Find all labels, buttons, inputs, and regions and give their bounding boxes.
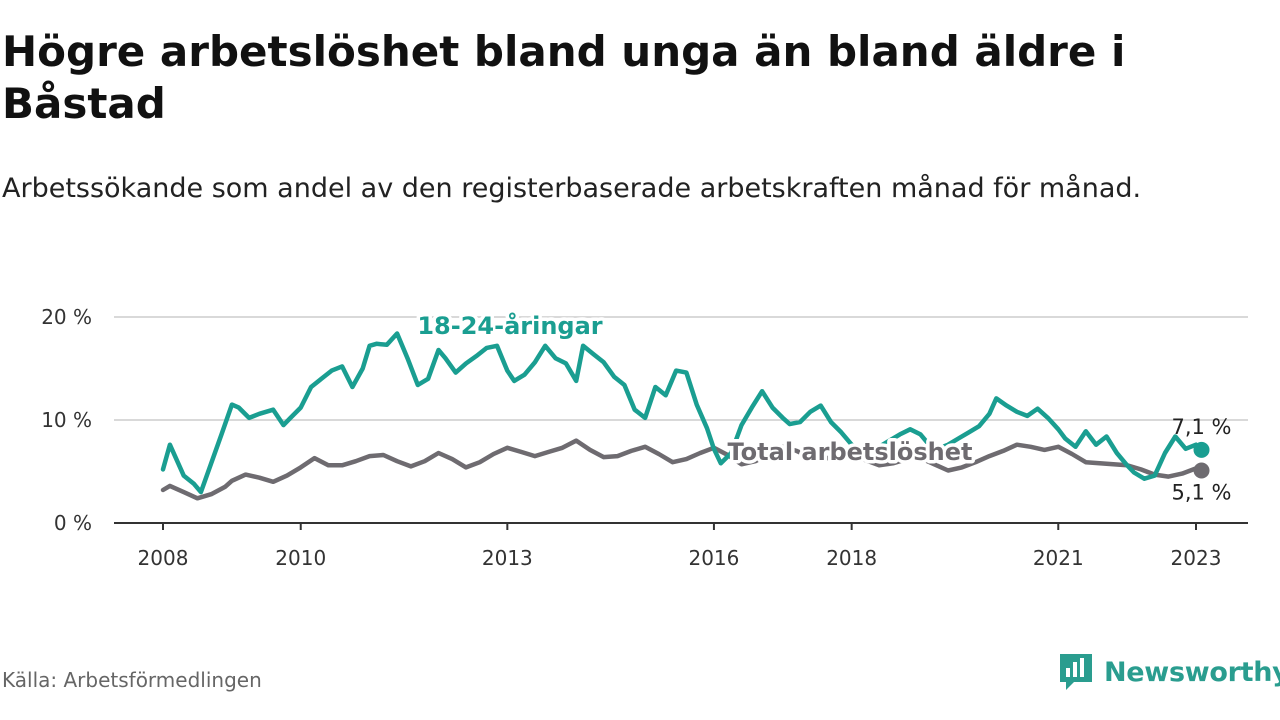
newsworthy-logo-icon [1060,654,1092,690]
series-label-youth: 18-24-åringar [417,311,602,340]
line-chart: 0 % 10 % 20 % 18-24-åringar Total arbetslö… [41,305,1248,570]
x-tick-label: 2021 [1033,546,1084,570]
x-tick-label: 2016 [688,546,739,570]
end-dot-total [1193,462,1210,479]
chart-title: Högre arbetslöshet bland unga än bland ä… [2,27,1126,128]
y-tick-label: 20 % [41,305,92,329]
brand-logo: Newsworthy [1058,652,1280,692]
y-tick-label: 10 % [41,408,92,432]
end-label-total: 5,1 % [1171,480,1231,504]
source-note: Källa: Arbetsförmedlingen [2,668,262,692]
series-label-total: Total arbetslöshet [727,438,972,466]
grid-lines [114,316,1248,421]
x-axis: 2008 2010 2013 2016 2018 2021 2023 [114,522,1248,570]
x-tick-label: 2023 [1171,546,1222,570]
end-label-youth: 7,1 % [1171,415,1231,439]
series-line-youth [160,331,1204,495]
x-tick-label: 2010 [275,546,326,570]
series-line-total [160,438,1204,501]
x-tick-label: 2018 [826,546,877,570]
y-axis-ticks: 0 % 10 % 20 % [41,305,92,535]
chart-subtitle: Arbetssökande som andel av den registerb… [2,173,1142,204]
brand-name: Newsworthy [1104,656,1280,688]
end-markers: 7,1 % 5,1 % [1171,415,1231,505]
series-labels: 18-24-åringar Total arbetslöshet [414,308,976,470]
x-tick-label: 2013 [482,546,533,570]
end-dot-youth [1193,441,1210,458]
series-lines [160,331,1204,501]
y-tick-label: 0 % [54,511,92,535]
x-tick-label: 2008 [138,546,189,570]
